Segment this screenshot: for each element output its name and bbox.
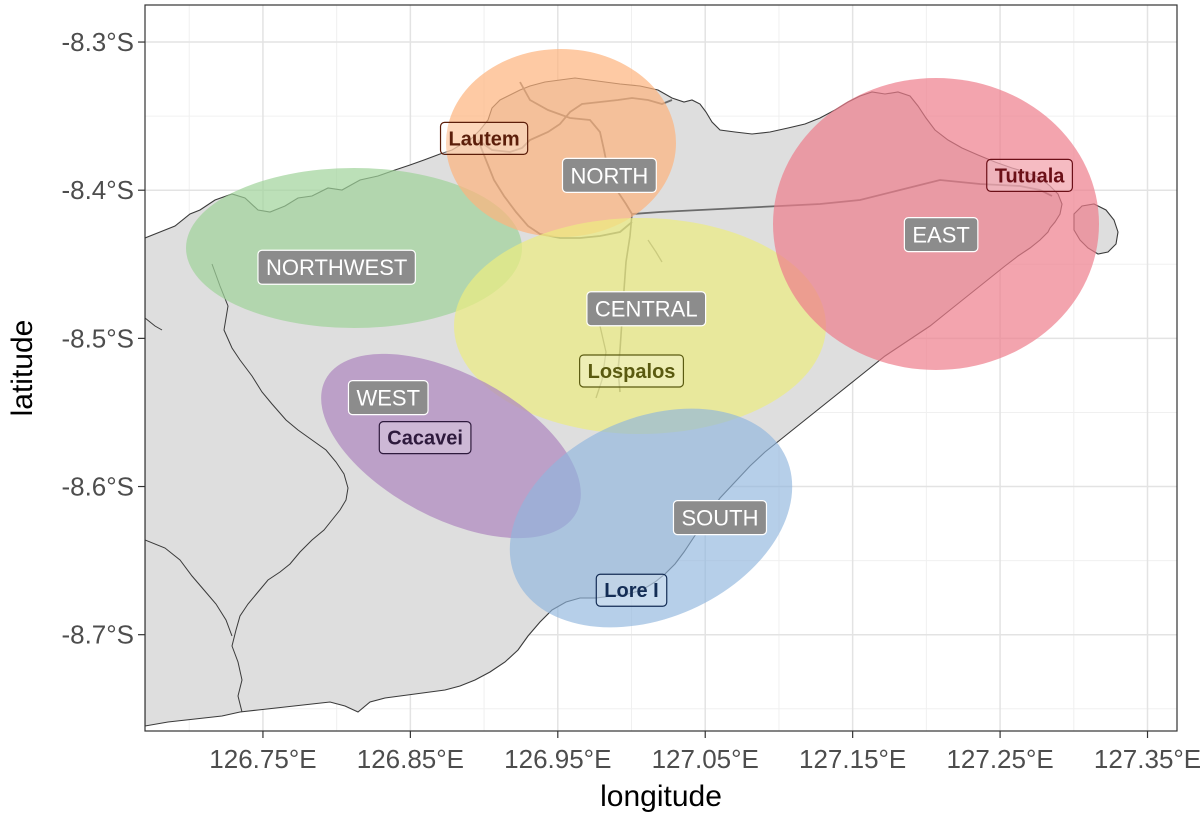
region-label-box	[347, 380, 429, 416]
y-tick-label: -8.3°S	[61, 27, 134, 57]
region-label-central: CENTRAL	[586, 291, 707, 327]
site-label-box	[439, 121, 529, 155]
panel-border	[144, 4, 1178, 732]
site-label-box	[378, 421, 472, 455]
x-tick-label: 126.85°E	[357, 744, 464, 774]
x-tick-label: 127.35°E	[1094, 744, 1200, 774]
x-tick-label: 126.75°E	[209, 744, 316, 774]
site-label-text: Cacavei	[387, 428, 463, 450]
region-label-box	[257, 249, 416, 285]
site-label-lospalos: Lospalos	[579, 354, 685, 388]
region-label-box	[561, 157, 657, 193]
site-label-text: Tutuala	[995, 165, 1066, 187]
site-label-lautem: Lautem	[439, 121, 529, 155]
y-axis-title: latitude	[6, 320, 39, 417]
y-tick-label: -8.4°S	[61, 175, 134, 205]
region-label-text: EAST	[912, 223, 969, 248]
region-label-text: SOUTH	[681, 506, 758, 531]
x-tick-label: 126.95°E	[504, 744, 611, 774]
region-label-text: NORTHWEST	[266, 255, 407, 280]
region-label-south: SOUTH	[672, 500, 768, 536]
site-label-box	[595, 573, 668, 607]
region-label-box	[672, 500, 768, 536]
site-labels: Lautem Tutuala Lospalos Cacavei Lore I	[378, 121, 1073, 607]
region-labels: NORTH NORTHWEST CENTRAL EAST WEST SOUTH	[257, 157, 979, 536]
site-label-cacavei: Cacavei	[378, 421, 472, 455]
region-label-west: WEST	[347, 380, 429, 416]
site-label-box	[579, 354, 685, 388]
site-label-text: Lautem	[449, 128, 520, 150]
region-label-northwest: NORTHWEST	[257, 249, 416, 285]
y-tick-label: -8.5°S	[61, 323, 134, 353]
region-northwest-ellipse	[186, 168, 522, 328]
region-label-text: WEST	[356, 386, 420, 411]
region-label-east: EAST	[903, 217, 979, 253]
site-label-text: Lore I	[604, 580, 658, 602]
axes: 126.75°E 126.85°E 126.95°E 127.05°E 127.15°E…	[61, 27, 1200, 774]
site-label-tutuala: Tutuala	[986, 158, 1073, 192]
y-tick-label: -8.7°S	[61, 620, 134, 650]
x-tick-label: 127.25°E	[946, 744, 1053, 774]
y-tick-label: -8.6°S	[61, 472, 134, 502]
region-south-ellipse	[509, 408, 793, 628]
region-label-box	[586, 291, 707, 327]
region-ellipses	[186, 49, 1099, 628]
x-axis-title: longitude	[600, 780, 722, 813]
x-tick-label: 127.05°E	[652, 744, 759, 774]
region-label-text: NORTH	[570, 163, 648, 188]
site-label-text: Lospalos	[588, 361, 676, 383]
district-boundary-southwest	[145, 539, 233, 637]
site-label-lore-i: Lore I	[595, 573, 668, 607]
district-boundary-west	[145, 263, 349, 713]
site-label-box	[986, 158, 1073, 192]
region-label-text: CENTRAL	[595, 297, 698, 322]
region-label-north: NORTH	[561, 157, 657, 193]
x-tick-label: 127.15°E	[799, 744, 906, 774]
region-label-box	[903, 217, 979, 253]
